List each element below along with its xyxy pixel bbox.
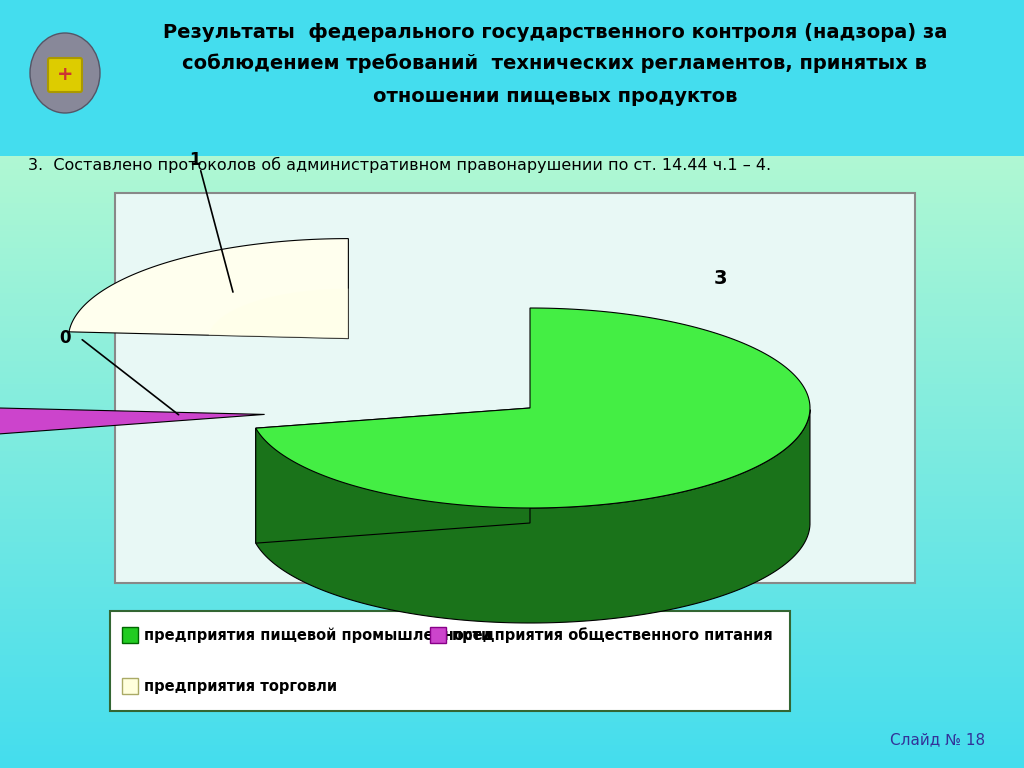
FancyBboxPatch shape: [48, 58, 82, 92]
Text: предприятия торговли: предприятия торговли: [144, 678, 337, 694]
Polygon shape: [0, 408, 264, 435]
Polygon shape: [209, 289, 348, 339]
Polygon shape: [69, 239, 348, 339]
Polygon shape: [256, 409, 810, 623]
Text: отношении пищевых продуктов: отношении пищевых продуктов: [373, 87, 737, 105]
Text: предприятия пищевой промышленности: предприятия пищевой промышленности: [144, 627, 492, 643]
Polygon shape: [256, 408, 530, 543]
Text: Слайд № 18: Слайд № 18: [890, 733, 985, 747]
Text: 1: 1: [189, 151, 201, 169]
Bar: [430, 627, 446, 643]
Ellipse shape: [30, 33, 100, 113]
Text: 3: 3: [714, 269, 727, 287]
Text: предприятия общественного питания: предприятия общественного питания: [452, 627, 773, 643]
Bar: [110, 611, 790, 711]
Bar: [122, 627, 138, 643]
Circle shape: [17, 30, 113, 126]
Polygon shape: [256, 308, 810, 508]
Bar: [115, 193, 915, 583]
Bar: [122, 678, 138, 694]
Text: 3.  Составлено протоколов об административном правонарушении по ст. 14.44 ч.1 – : 3. Составлено протоколов об администрати…: [28, 157, 771, 173]
Text: соблюдением требований  технических регламентов, принятых в: соблюдением требований технических регла…: [182, 53, 928, 73]
Bar: [0, 0, 1024, 156]
Text: Результаты  федерального государственного контроля (надзора) за: Результаты федерального государственного…: [163, 24, 947, 42]
Text: 0: 0: [59, 329, 71, 347]
Text: +: +: [56, 65, 74, 84]
